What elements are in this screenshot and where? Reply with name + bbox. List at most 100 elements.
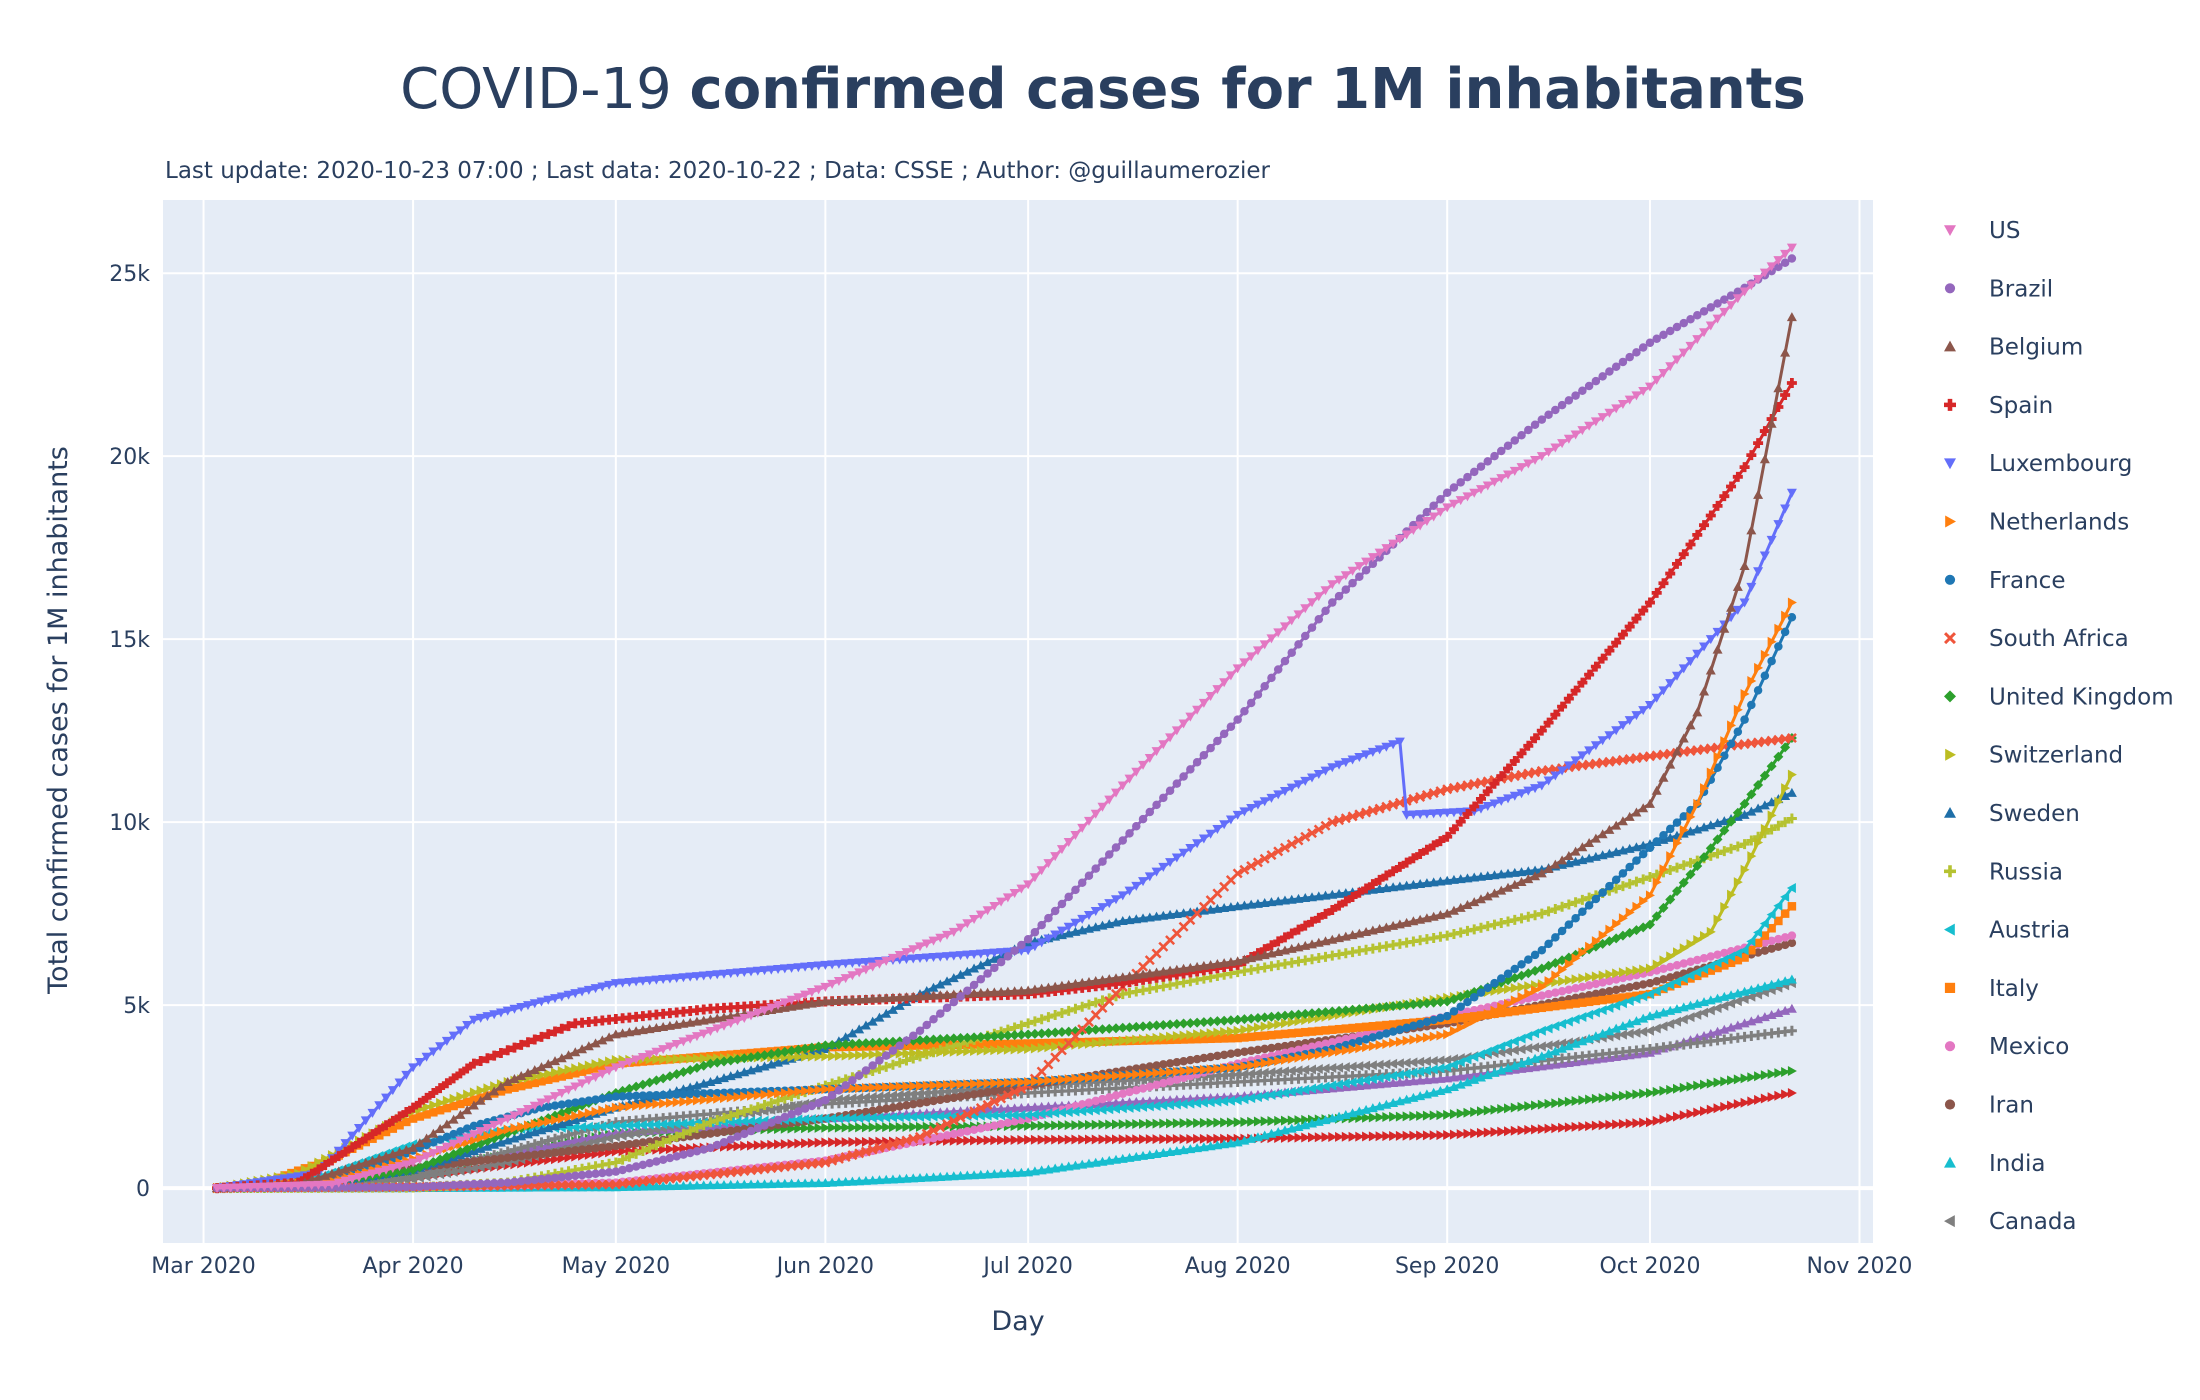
- data-point: [1645, 1087, 1655, 1098]
- data-point: [834, 1122, 844, 1133]
- data-point: [732, 1116, 742, 1127]
- data-point: [1307, 623, 1317, 632]
- data-point: [1767, 656, 1776, 666]
- data-point: [894, 1174, 905, 1184]
- data-point: [401, 1165, 412, 1176]
- data-point: [712, 1140, 722, 1150]
- data-point: [354, 1137, 365, 1148]
- data-point: [887, 1004, 898, 1014]
- data-point: [1179, 1073, 1188, 1083]
- data-point: [1374, 1002, 1385, 1013]
- data-point: [1024, 1076, 1034, 1087]
- data-point: [375, 1182, 384, 1192]
- data-point: [1543, 1055, 1554, 1066]
- data-point: [1287, 1115, 1297, 1126]
- data-point: [597, 1121, 607, 1132]
- data-point: [1463, 1012, 1472, 1022]
- data-point: [975, 1031, 986, 1042]
- data-point: [1260, 1021, 1270, 1032]
- data-point: [1382, 1131, 1392, 1142]
- data-point: [928, 990, 939, 1000]
- data-point: [1585, 941, 1595, 952]
- data-point: [1409, 1130, 1419, 1141]
- data-point: [1638, 706, 1649, 716]
- data-point: [1354, 1004, 1365, 1015]
- data-point: [1152, 800, 1161, 810]
- data-point: [360, 1133, 371, 1144]
- data-point: [1503, 794, 1514, 804]
- data-point: [678, 1118, 688, 1129]
- data-point: [516, 1071, 527, 1081]
- data-point: [1509, 1036, 1519, 1047]
- data-point: [1233, 1062, 1243, 1073]
- data-point: [1374, 942, 1385, 953]
- data-point: [1631, 613, 1642, 624]
- data-point: [1138, 877, 1149, 887]
- data-point: [1112, 1119, 1122, 1130]
- data-point: [1577, 842, 1588, 852]
- data-point: [577, 1170, 587, 1180]
- data-point: [1686, 811, 1696, 822]
- data-point: [847, 1093, 857, 1104]
- data-point: [1083, 910, 1094, 920]
- data-point: [881, 1037, 892, 1048]
- data-point: [1516, 877, 1527, 887]
- data-point: [496, 1126, 506, 1137]
- data-point: [1605, 1092, 1615, 1103]
- data-point: [1659, 830, 1668, 840]
- data-point: [326, 1155, 337, 1166]
- data-point: [1759, 800, 1770, 810]
- data-point: [1578, 1121, 1588, 1132]
- data-point: [482, 1012, 493, 1022]
- data-point: [1537, 981, 1547, 992]
- data-point: [1719, 623, 1730, 633]
- data-point: [475, 1055, 486, 1066]
- data-point: [1422, 1017, 1432, 1027]
- data-point: [1483, 1003, 1492, 1012]
- data-point: [1760, 671, 1770, 681]
- data-point: [794, 1086, 804, 1097]
- data-point: [577, 1126, 588, 1137]
- data-point: [1279, 1087, 1289, 1098]
- data-point: [914, 1051, 925, 1062]
- data-point: [1658, 1042, 1669, 1053]
- data-point: [718, 1180, 729, 1190]
- data-point: [516, 1176, 526, 1186]
- data-point: [1530, 1062, 1541, 1072]
- data-point: [659, 1144, 669, 1155]
- data-point: [691, 972, 702, 982]
- data-point: [1300, 1064, 1310, 1075]
- data-point: [1456, 1013, 1465, 1023]
- data-point: [996, 1168, 1007, 1178]
- data-point: [1537, 1099, 1547, 1110]
- data-point: [1429, 1015, 1438, 1025]
- data-point: [651, 1181, 662, 1191]
- data-point: [1578, 386, 1587, 396]
- data-point: [1266, 850, 1277, 861]
- data-point: [956, 1092, 965, 1101]
- data-point: [1482, 921, 1493, 932]
- data-point: [915, 1121, 925, 1132]
- data-point: [422, 1110, 431, 1119]
- data-point: [1044, 1042, 1054, 1053]
- data-point: [1685, 1038, 1696, 1049]
- data-point: [860, 1096, 871, 1107]
- data-point: [732, 968, 743, 978]
- data-point: [1381, 941, 1392, 952]
- data-point: [1631, 1027, 1641, 1038]
- data-point: [1232, 810, 1243, 820]
- data-point: [1530, 1028, 1540, 1039]
- data-point: [645, 1099, 655, 1110]
- data-point: [1726, 843, 1737, 854]
- data-point: [1651, 785, 1662, 795]
- data-point: [773, 1047, 784, 1058]
- data-point: [1293, 1065, 1303, 1076]
- data-point: [1463, 1128, 1473, 1139]
- data-point: [1544, 939, 1553, 949]
- data-point: [517, 1121, 527, 1132]
- data-point: [860, 1038, 871, 1049]
- data-point: [1084, 1038, 1094, 1049]
- data-point: [867, 993, 878, 1003]
- data-point: [1152, 1134, 1162, 1145]
- data-point: [604, 1158, 615, 1169]
